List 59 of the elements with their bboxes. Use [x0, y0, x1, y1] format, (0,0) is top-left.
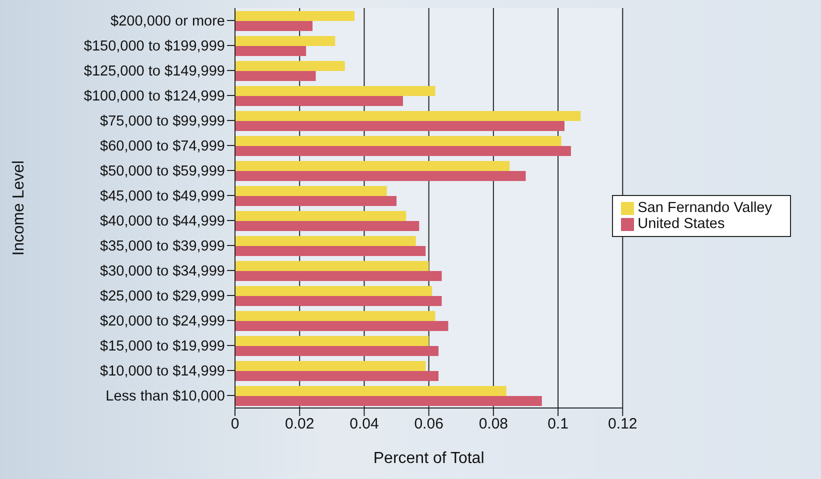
x-axis-title: Percent of Total	[373, 450, 484, 467]
y-tick-label: $15,000 to $19,999	[100, 338, 225, 355]
x-tick-label: 0.06	[414, 416, 444, 433]
bar	[235, 171, 526, 181]
y-tick-label: $60,000 to $74,999	[100, 138, 225, 155]
y-tick-label: $150,000 to $199,999	[84, 38, 225, 55]
bar	[235, 86, 436, 96]
bar	[235, 336, 429, 346]
y-tick-label: $20,000 to $24,999	[100, 314, 225, 330]
y-tick-label: $25,000 to $29,999	[100, 288, 225, 305]
y-tick-label: $50,000 to $59,999	[100, 164, 225, 180]
bar	[235, 296, 442, 306]
x-tick-label: 0	[230, 416, 240, 433]
y-tick-label: $75,000 to $99,999	[100, 114, 225, 130]
bar	[235, 111, 581, 121]
y-tick-label: $100,000 to $124,999	[84, 88, 225, 105]
bar	[235, 96, 403, 106]
bar	[235, 321, 448, 331]
bar	[235, 186, 387, 196]
y-tick-label: $40,000 to $44,999	[100, 214, 225, 230]
bar	[235, 196, 397, 206]
x-tick-label: 0.04	[350, 416, 379, 433]
x-tick-label: 0.1	[548, 416, 568, 433]
bar	[235, 71, 316, 81]
y-tick-label: Less than $10,000	[106, 388, 225, 405]
bar	[235, 271, 442, 281]
bar	[235, 146, 571, 156]
bar	[235, 286, 432, 296]
bar	[235, 311, 436, 321]
bar	[235, 11, 355, 21]
y-tick-label: $35,000 to $39,999	[100, 238, 225, 255]
x-tick-label: 0.08	[478, 416, 508, 433]
y-tick-label: $200,000 or more	[110, 14, 225, 30]
y-tick-label: $10,000 to $14,999	[100, 364, 225, 380]
bar	[235, 161, 510, 171]
y-tick-label: $30,000 to $34,999	[100, 264, 225, 280]
bar	[235, 261, 429, 271]
y-tick-label: $45,000 to $49,999	[100, 188, 225, 205]
y-axis-title: Income Level	[10, 160, 28, 256]
legend-label: San Fernando Valley	[638, 200, 772, 216]
bar	[235, 136, 562, 146]
legend-label: United States	[638, 216, 725, 232]
bar	[235, 371, 439, 381]
bar	[235, 36, 336, 46]
x-tick-label: 0.02	[285, 416, 314, 433]
bar	[235, 121, 564, 131]
bar	[235, 386, 506, 396]
bar	[235, 21, 313, 31]
bar	[235, 221, 420, 231]
bar	[235, 346, 439, 356]
bar	[235, 396, 542, 406]
bar	[235, 246, 426, 256]
bar	[235, 211, 406, 221]
bar	[235, 61, 345, 71]
y-tick-label: $125,000 to $149,999	[84, 64, 225, 80]
x-tick-label: 0.12	[608, 416, 638, 433]
bar	[235, 46, 306, 56]
bar	[235, 236, 416, 246]
bar	[235, 361, 426, 371]
